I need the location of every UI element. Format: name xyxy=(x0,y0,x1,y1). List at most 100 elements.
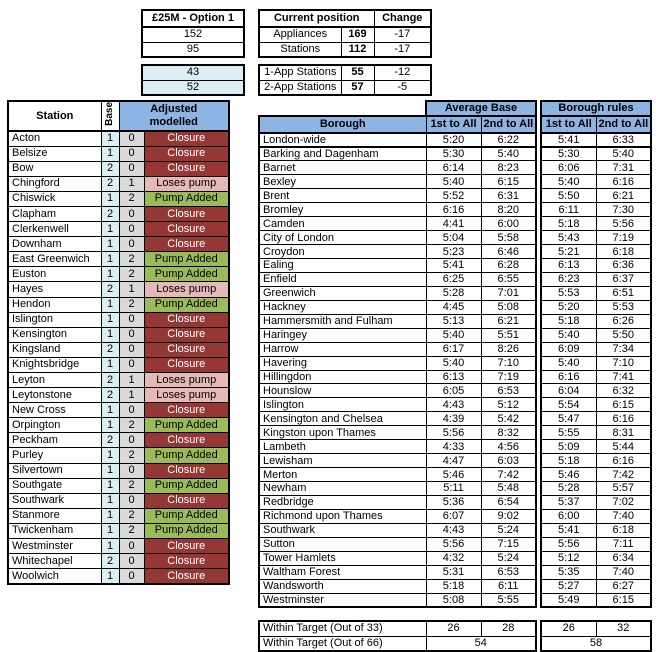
station-row: Belsize 1 0 Closure xyxy=(7,145,230,162)
borough-row: Hounslow 6:05 6:53 xyxy=(258,383,537,399)
borough-name-cell: Greenwich xyxy=(258,285,427,301)
station-row: Southwark 1 0 Closure xyxy=(7,492,230,509)
borough-rules-row: 5:47 6:16 xyxy=(540,411,652,427)
borough-name-cell: Camden xyxy=(258,216,427,232)
station-adjusted-count-cell: 0 xyxy=(118,130,145,147)
station-row: Chingford 2 1 Loses pump xyxy=(7,175,230,192)
current-position-table: Current position Change Appliances 169 -… xyxy=(258,9,432,58)
avg-base-1st-cell: 4:43 xyxy=(425,397,482,413)
station-adjusted-count-cell: 0 xyxy=(118,402,145,419)
avg-base-2nd-cell: 7:19 xyxy=(480,369,537,385)
station-status-cell: Pump Added xyxy=(143,507,230,524)
borough-row: Kingston upon Thames 5:56 8:32 xyxy=(258,425,537,441)
avg-base-1st-cell: 5:52 xyxy=(425,188,482,204)
rules-2nd-cell: 8:31 xyxy=(595,425,652,441)
station-adjusted-count-cell: 2 xyxy=(118,251,145,268)
borough-name-cell: Kingston upon Thames xyxy=(258,425,427,441)
avg-base-1st-cell: 5:18 xyxy=(425,578,482,594)
borough-name-cell: Barnet xyxy=(258,160,427,176)
borough-rules-row: 6:09 7:34 xyxy=(540,341,652,357)
borough-name-cell: Harrow xyxy=(258,341,427,357)
station-adjusted-count-cell: 2 xyxy=(118,522,145,540)
adjusted-modelled-header: Adjusted modelled xyxy=(118,100,230,132)
rules-2nd-cell: 7:11 xyxy=(595,536,652,552)
app-stations-row: 2-App Stations 57 -5 xyxy=(258,79,432,96)
station-base-cell: 1 xyxy=(100,251,120,268)
borough-rules-row: 5:41 6:18 xyxy=(540,522,652,538)
option-app-counts-table: 43 52 xyxy=(141,64,245,96)
rules-2nd-cell: 7:19 xyxy=(595,230,652,246)
avg-base-2nd-cell: 5:58 xyxy=(480,230,537,246)
station-base-cell: 1 xyxy=(100,221,120,238)
rules-2nd-cell: 7:40 xyxy=(595,508,652,524)
station-adjusted-count-cell: 1 xyxy=(118,387,145,404)
station-row: Chiswick 1 2 Pump Added xyxy=(7,190,230,207)
stations-table: Station Base Adjusted modelled Acton 1 0… xyxy=(7,100,230,585)
avg-base-2nd-cell: 8:23 xyxy=(480,160,537,176)
station-row: Southgate 1 2 Pump Added xyxy=(7,477,230,494)
station-name-cell: Woolwich xyxy=(7,568,102,585)
borough-row: Southwark 4:43 5:24 xyxy=(258,522,537,538)
avg-base-first-to-all-header: 1st to All xyxy=(425,115,482,134)
borough-name-cell: Brent xyxy=(258,188,427,204)
station-status-cell: Pump Added xyxy=(143,447,230,464)
station-adjusted-count-cell: 2 xyxy=(118,266,145,283)
current-position-row: Appliances 169 -17 xyxy=(258,26,432,43)
station-row: Knightsbridge 1 0 Closure xyxy=(7,356,230,374)
rules-2nd-cell: 6:27 xyxy=(595,578,652,594)
base-column-header: Base xyxy=(100,100,120,132)
rules-2nd-cell: 6:16 xyxy=(595,411,652,427)
station-name-cell: Twickenham xyxy=(7,522,102,540)
station-status-cell: Closure xyxy=(143,432,230,449)
station-row: Clerkenwell 1 0 Closure xyxy=(7,221,230,238)
borough-name-cell: Southwark xyxy=(258,522,427,538)
within-33-label: Within Target (Out of 33) xyxy=(258,620,427,637)
avg-base-2nd-cell: 6:28 xyxy=(480,258,537,273)
option-appliances-value: 152 xyxy=(141,26,245,43)
borough-rules-row: 6:06 7:31 xyxy=(540,160,652,176)
station-adjusted-count-cell: 0 xyxy=(118,341,145,358)
borough-rules-header: Borough rules xyxy=(540,100,652,117)
station-base-cell: 2 xyxy=(100,205,120,223)
rules-1st-cell: 5:18 xyxy=(540,216,597,232)
station-adjusted-count-cell: 2 xyxy=(118,477,145,494)
borough-rules-row: 5:56 7:11 xyxy=(540,536,652,552)
rules-1st-cell: 5:41 xyxy=(540,132,597,148)
borough-row: Bexley 5:40 6:15 xyxy=(258,174,537,190)
station-adjusted-count-cell: 0 xyxy=(118,160,145,177)
within-66-rules-value: 58 xyxy=(540,635,652,652)
borough-row: Brent 5:52 6:31 xyxy=(258,188,537,204)
borough-name-cell: Hillingdon xyxy=(258,369,427,385)
station-status-cell: Closure xyxy=(143,462,230,479)
station-row: Islington 1 0 Closure xyxy=(7,311,230,328)
borough-rules-row: 5:21 6:18 xyxy=(540,244,652,259)
avg-base-2nd-cell: 6:46 xyxy=(480,244,537,259)
metric-label: Stations xyxy=(258,41,342,58)
station-adjusted-count-cell: 0 xyxy=(118,221,145,238)
rules-1st-cell: 5:30 xyxy=(540,146,597,162)
station-name-cell: Downham xyxy=(7,236,102,253)
rules-1st-cell: 5:28 xyxy=(540,481,597,496)
station-status-cell: Closure xyxy=(143,221,230,238)
rules-1st-cell: 6:06 xyxy=(540,160,597,176)
avg-base-2nd-cell: 6:03 xyxy=(480,453,537,469)
rules-1st-cell: 5:18 xyxy=(540,313,597,329)
borough-rules-row: 5:09 5:44 xyxy=(540,439,652,455)
borough-row: Hackney 4:45 5:08 xyxy=(258,299,537,315)
avg-base-1st-cell: 6:14 xyxy=(425,160,482,176)
borough-rules-row: 5:40 5:50 xyxy=(540,327,652,343)
station-base-cell: 2 xyxy=(100,553,120,570)
station-base-cell: 1 xyxy=(100,326,120,343)
borough-rules-row: 5:49 6:15 xyxy=(540,592,652,608)
avg-base-1st-cell: 5:04 xyxy=(425,230,482,246)
station-base-cell: 1 xyxy=(100,145,120,162)
base-column-header-label: Base xyxy=(104,102,115,126)
station-name-cell: Southwark xyxy=(7,492,102,509)
rules-1st-cell: 5:41 xyxy=(540,522,597,538)
rules-1st-cell: 5:43 xyxy=(540,230,597,246)
rules-2nd-cell: 6:16 xyxy=(595,453,652,469)
avg-base-1st-cell: 5:56 xyxy=(425,425,482,441)
station-adjusted-count-cell: 1 xyxy=(118,371,145,389)
avg-base-2nd-cell: 5:42 xyxy=(480,411,537,427)
station-adjusted-count-cell: 2 xyxy=(118,417,145,434)
